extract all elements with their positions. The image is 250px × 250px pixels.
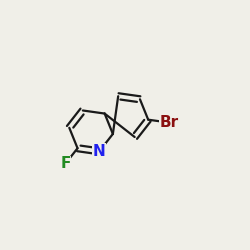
Text: Br: Br (159, 115, 178, 130)
Text: N: N (93, 144, 106, 159)
Text: F: F (60, 156, 70, 171)
